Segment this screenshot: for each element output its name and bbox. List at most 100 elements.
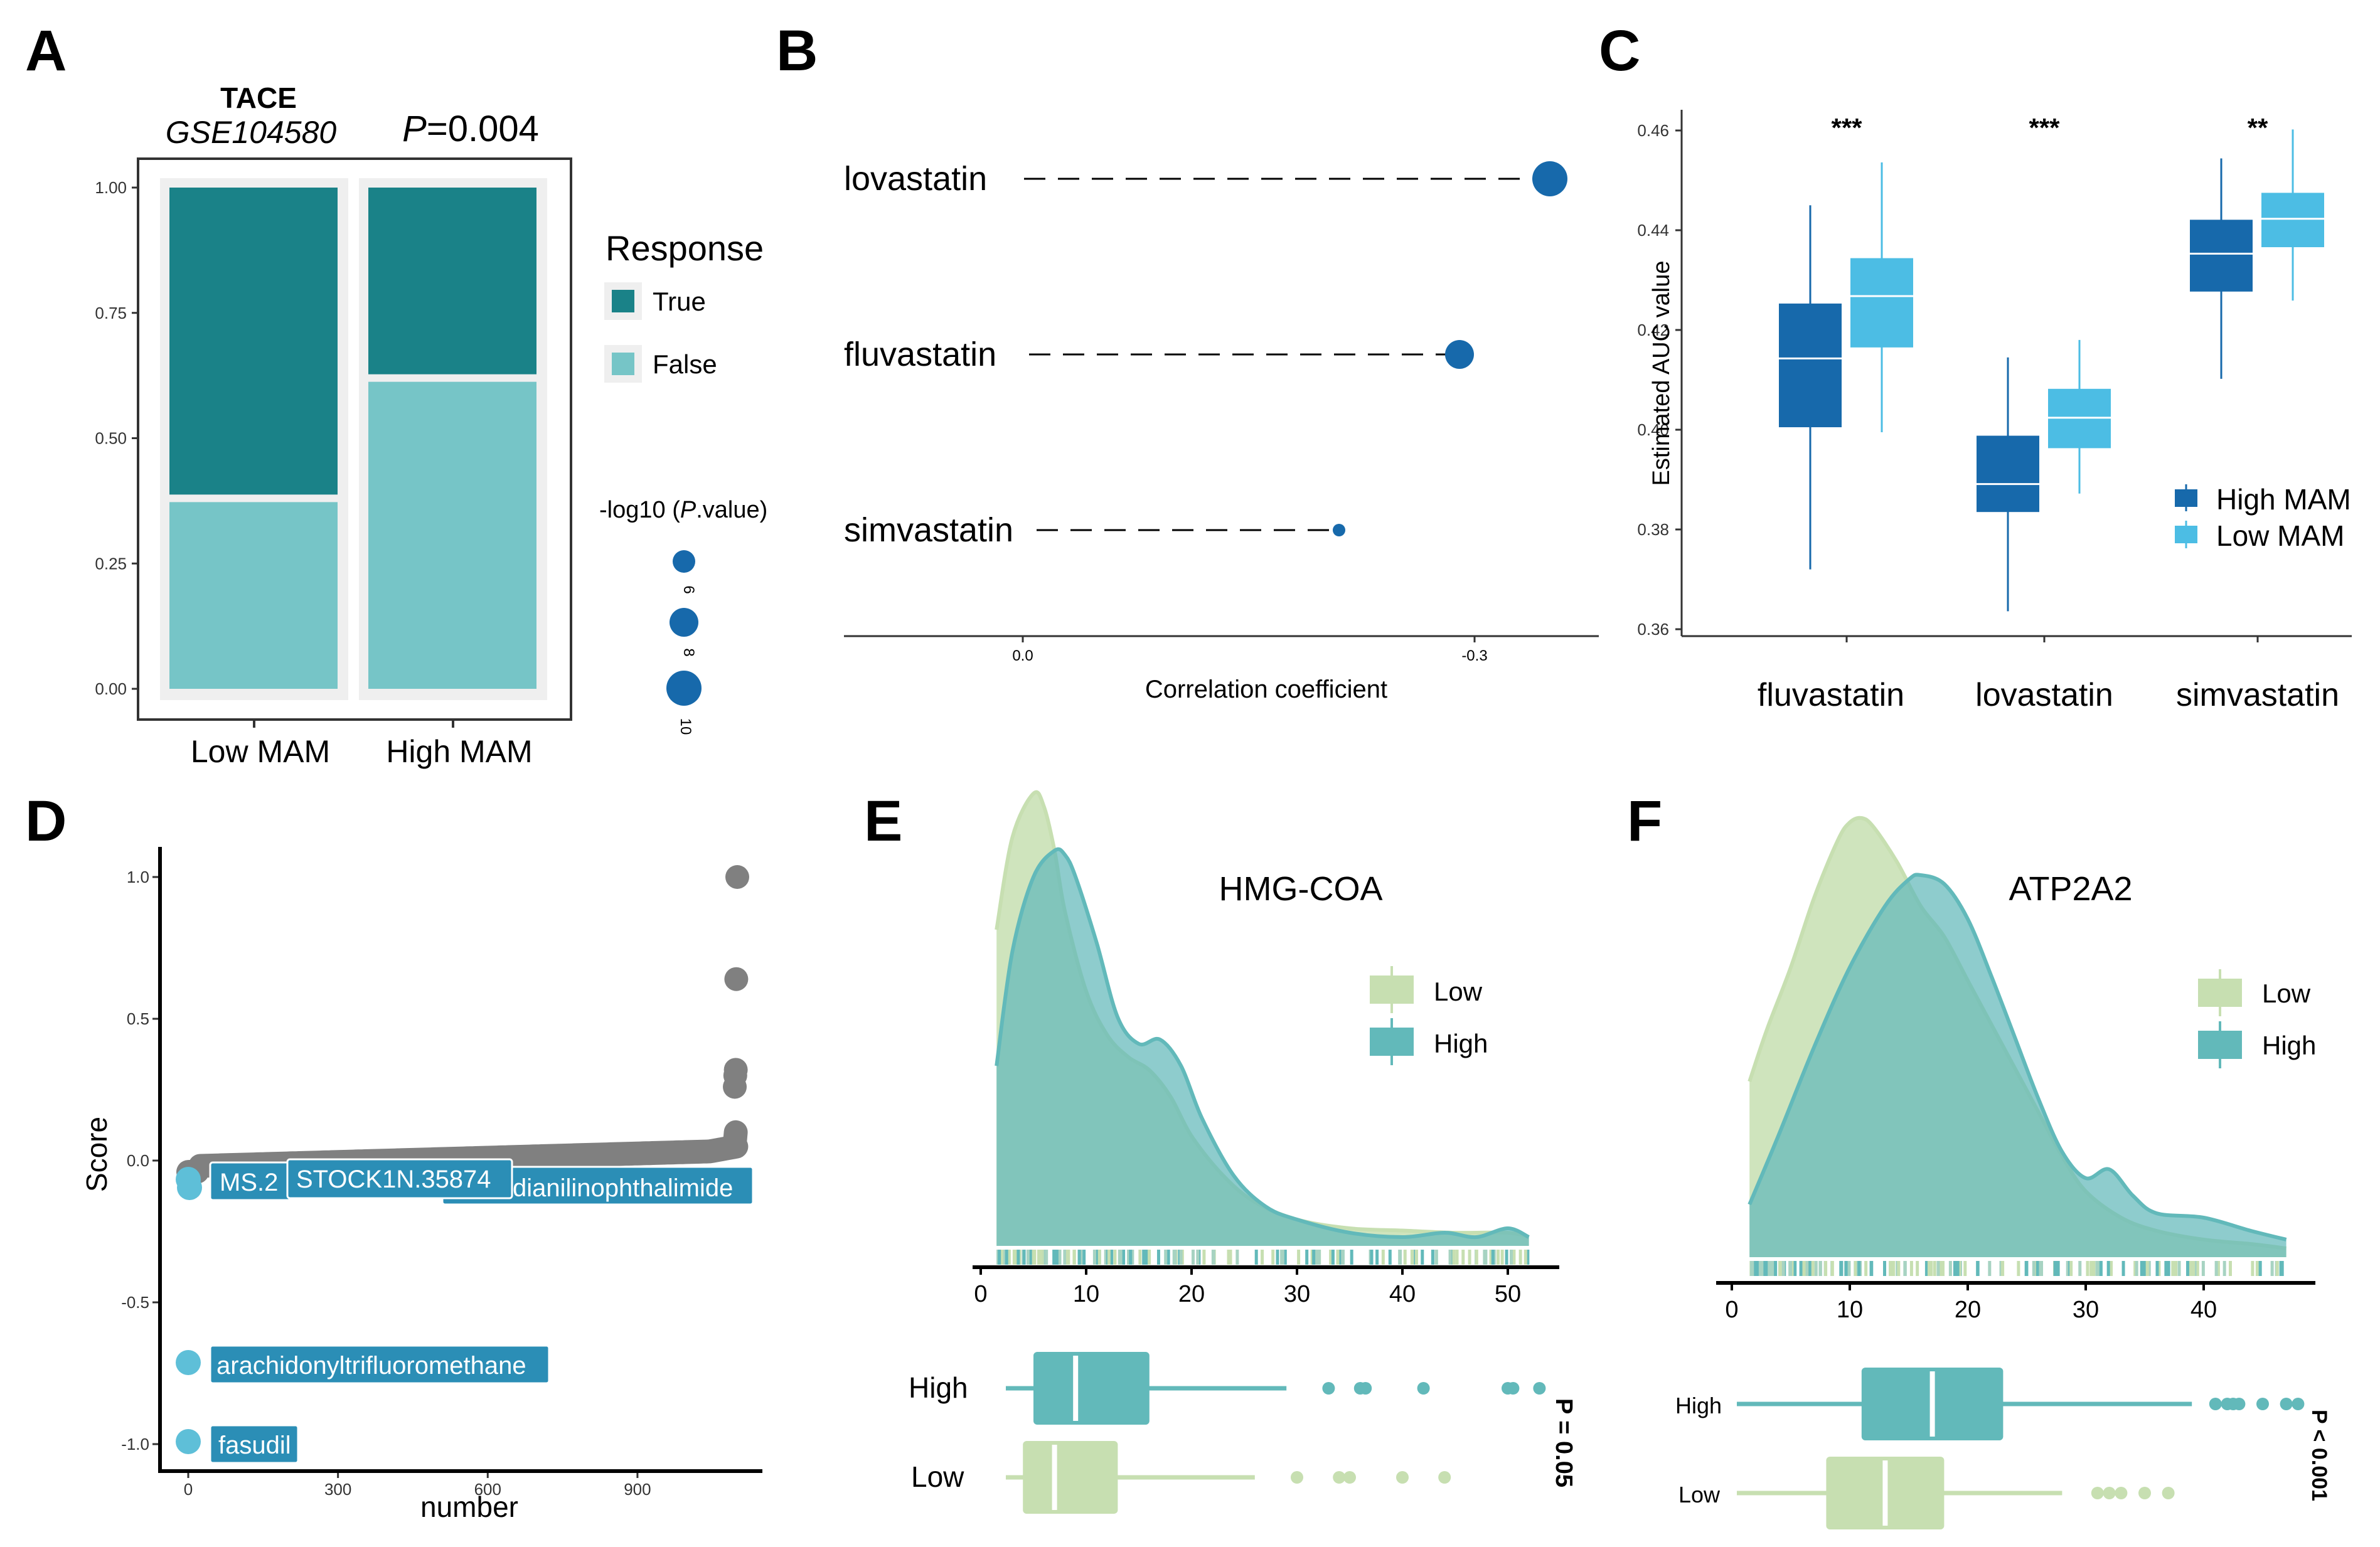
legend-low-mam-label: Low MAM	[2216, 519, 2344, 552]
e-rug-tick	[1119, 1250, 1123, 1265]
label-ms2: MS.2	[220, 1169, 278, 1196]
bar-false-1	[368, 381, 536, 689]
e-rug-tick	[1329, 1250, 1333, 1265]
e-rug-tick	[1097, 1250, 1101, 1265]
e-box-outlier	[1396, 1471, 1409, 1484]
label-arachidonyltrifluoromethane: arachidonyltrifluoromethane	[216, 1352, 526, 1380]
f-rug-tick	[2201, 1261, 2205, 1276]
f-rug-tick	[2177, 1261, 2181, 1276]
label-dianilinophthalimide: dianilinophthalimide	[513, 1174, 733, 1202]
f-rug-tick	[2145, 1261, 2149, 1276]
e-rug-tick	[1399, 1250, 1402, 1265]
f-rug-tick	[1924, 1261, 1928, 1276]
drug-point-lovastatin	[1532, 161, 1567, 196]
e-rug-tick	[1012, 1250, 1016, 1265]
f-rug-tick	[1793, 1261, 1797, 1276]
f-rug-tick	[1963, 1261, 1967, 1276]
panel-b-xtick-1: -0.3	[1461, 647, 1487, 664]
e-rug-tick	[1297, 1250, 1301, 1265]
legend-true-label: True	[653, 287, 706, 316]
panel-d-points	[176, 865, 749, 1184]
e-rug-tick	[1142, 1250, 1146, 1265]
d-xtick-label-0: 0	[184, 1480, 193, 1499]
e-rug-tick	[1077, 1250, 1081, 1265]
legend-true-swatch	[612, 290, 634, 312]
e-rug-tick	[1414, 1250, 1418, 1265]
d-top-point-1	[724, 967, 749, 991]
panel-f-group-low: Low	[1678, 1482, 1721, 1507]
panel-f-density	[1748, 816, 2287, 1257]
e-rug-tick	[1164, 1250, 1168, 1265]
f-rug-tick	[2140, 1261, 2144, 1276]
f-rug-tick	[2098, 1261, 2101, 1276]
legend-e-high-swatch	[1370, 1028, 1414, 1056]
f-rug-tick	[2053, 1261, 2057, 1276]
f-box-outlier	[2091, 1487, 2104, 1499]
panel-f: F ATP2A2 0 10 20 30 40 Low High High Low P <…	[1627, 789, 2331, 1529]
f-rug-tick	[2135, 1261, 2138, 1276]
panel-e: E HMG-COA 0 10 20 30 40 50 Low High High Low …	[864, 789, 1577, 1514]
d-ytick-label-1: 0.5	[127, 1009, 149, 1028]
e-rug-tick	[1512, 1250, 1516, 1265]
f-rug-tick	[2089, 1261, 2093, 1276]
f-rug-tick	[1953, 1261, 1957, 1276]
e-box-outlier	[1333, 1471, 1346, 1484]
e-rug-tick	[1058, 1250, 1062, 1265]
ytick-label-2: 0.50	[95, 429, 127, 448]
panel-d: D 1.0 0.5 0.0 -0.5 -1.0 0 300 600 900 Score numb…	[25, 789, 762, 1523]
f-rug-tick	[1818, 1261, 1822, 1276]
legend-e-low-swatch	[1370, 976, 1414, 1004]
e-rug-tick	[1381, 1250, 1385, 1265]
panel-a-pvalue: P=0.004	[402, 109, 539, 149]
legend-high-mam-swatch	[2175, 489, 2197, 507]
e-box-outlier	[1343, 1471, 1356, 1484]
e-rug-tick	[1110, 1250, 1114, 1265]
e-rug-tick	[1421, 1250, 1424, 1265]
drug-label-lovastatin: lovastatin	[844, 160, 987, 198]
f-rug-tick	[1750, 1261, 1754, 1276]
e-rug-tick	[1005, 1250, 1008, 1265]
f-rug-tick	[2255, 1261, 2259, 1276]
f-rug-tick	[1830, 1261, 1834, 1276]
e-rug-tick	[1122, 1250, 1126, 1265]
panel-c-boxes: fluvastatin *** lovastatin *** simvastatin **	[1758, 113, 2339, 713]
label-fasudil: fasudil	[218, 1432, 291, 1459]
e-rug-tick	[1305, 1250, 1309, 1265]
f-rug-tick	[1938, 1261, 1942, 1276]
f-rug-tick	[1802, 1261, 1806, 1276]
e-rug-tick	[1410, 1250, 1414, 1265]
legend-false-label: False	[653, 349, 717, 379]
e-xtick-label-5: 50	[1495, 1281, 1521, 1307]
drug-point-simvastatin	[1333, 524, 1345, 536]
e-rug-tick	[1138, 1250, 1142, 1265]
e-rug-tick	[1261, 1250, 1264, 1265]
e-rug-tick	[1434, 1250, 1438, 1265]
f-rug-tick	[2167, 1261, 2170, 1276]
ytick-label-3: 0.75	[95, 304, 127, 322]
panel-e-boxplot	[1006, 1352, 1546, 1514]
legend-f-low-swatch	[2198, 979, 2242, 1007]
f-rug-tick	[1870, 1261, 1874, 1276]
e-rug-tick	[1179, 1250, 1183, 1265]
f-rug-tick	[1755, 1261, 1759, 1276]
d-top-point-4	[723, 1075, 747, 1099]
f-rug-tick	[1811, 1261, 1815, 1276]
e-rug-tick	[1341, 1250, 1345, 1265]
e-rug-tick	[1452, 1250, 1456, 1265]
f-rug-tick	[1781, 1261, 1785, 1276]
d-ytick-label-0: 1.0	[127, 868, 149, 886]
f-rug-tick	[2258, 1261, 2262, 1276]
legend-high-mam-label: High MAM	[2216, 483, 2351, 516]
panel-e-density	[995, 790, 1530, 1246]
e-rug-tick	[1448, 1250, 1452, 1265]
panel-letter-e: E	[864, 789, 902, 853]
f-density-area-high	[1749, 875, 2287, 1257]
e-rug-tick	[1113, 1250, 1117, 1265]
f-rug-tick	[1789, 1261, 1793, 1276]
f-rug-tick	[2173, 1261, 2177, 1276]
d-top-point-0	[725, 865, 749, 889]
e-rug-tick	[1254, 1250, 1258, 1265]
e-rug-tick	[1489, 1250, 1493, 1265]
f-density-line-high	[1748, 873, 2287, 1241]
